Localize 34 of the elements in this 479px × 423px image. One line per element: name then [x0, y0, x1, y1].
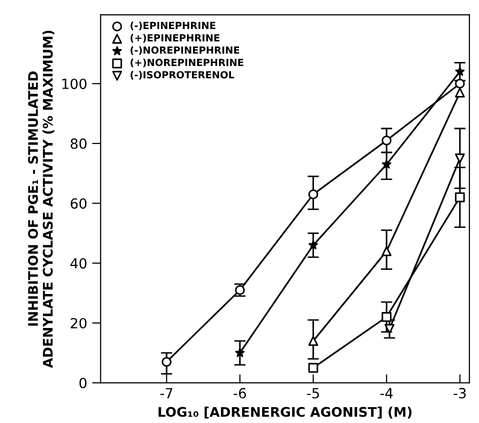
- point: [235, 348, 245, 358]
- point: [454, 78, 465, 89]
- y-tick-label: 80: [70, 138, 86, 149]
- legend-label: (-)NOREPINEPHRINE: [130, 46, 240, 55]
- y-tick-label: 20: [70, 318, 86, 328]
- x-tick-label: -4: [380, 388, 393, 398]
- point: [162, 356, 172, 367]
- x-tick-label: -7: [160, 388, 172, 398]
- point: [384, 324, 394, 334]
- point: [455, 66, 465, 76]
- point: [382, 246, 392, 256]
- x-tick-label: -3: [454, 388, 466, 398]
- legend-label: (-)ISOPROTERENOL: [130, 70, 234, 80]
- x-tick-label: -5: [306, 388, 319, 398]
- legend-label: (+)NOREPINEPHRINE: [130, 58, 244, 68]
- point: [382, 312, 392, 322]
- y-tick-label: 0: [79, 378, 86, 388]
- y-tick-label: 40: [70, 258, 86, 269]
- point: [454, 88, 465, 98]
- point: [382, 159, 392, 169]
- point: [454, 192, 465, 202]
- point: [308, 336, 318, 346]
- point: [454, 153, 465, 164]
- y-tick-label: 100: [62, 78, 86, 90]
- x-axis-title: LOG₁₀ [ADRENERGIC AGONIST] (M): [158, 406, 412, 418]
- y-axis-title: INHIBITION OF PGE₁ - STIMULATED ADENYLATE CYCLASE ACTIVITY (% MAXIMUM): [28, 30, 54, 368]
- point: [382, 136, 392, 146]
- point: [308, 362, 318, 373]
- y-tick-label: 60: [70, 198, 86, 209]
- x-tick-label: -6: [234, 388, 246, 398]
- legend-label: (-)EPINEPHRINE: [130, 22, 216, 30]
- point: [308, 240, 318, 250]
- legend-label: (+)EPINEPHRINE: [130, 34, 220, 43]
- point: [308, 189, 318, 200]
